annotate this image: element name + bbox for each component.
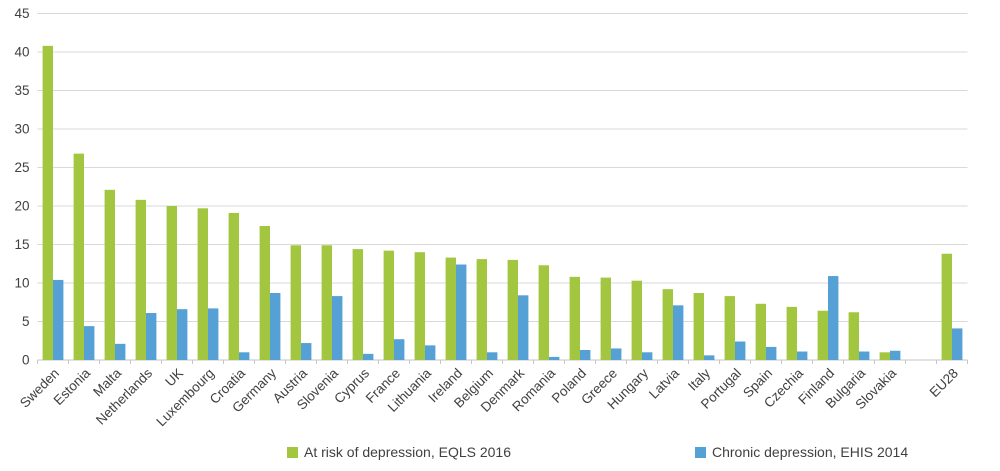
y-axis-tick-label: 10 [14, 276, 29, 291]
chronic-depression-bar [890, 350, 901, 360]
chronic-depression-bar [797, 351, 808, 360]
at-risk-bar [104, 189, 115, 360]
chronic-depression-bar [549, 356, 560, 360]
chronic-depression-bar [952, 328, 963, 360]
at-risk-bar [662, 289, 673, 360]
chronic-depression-bar [208, 308, 219, 360]
x-axis-category-label: EU28 [927, 366, 961, 400]
at-risk-bar [631, 280, 642, 360]
chronic-depression-bar [766, 346, 777, 360]
chronic-depression-bar [394, 339, 405, 360]
chronic-depression-bar [332, 296, 343, 360]
at-risk-bar [507, 259, 518, 360]
chronic-depression-bar [146, 313, 157, 360]
chronic-depression-bar [115, 343, 126, 360]
at-risk-bar [879, 352, 890, 360]
at-risk-bar [290, 245, 301, 360]
at-risk-bar [724, 296, 735, 360]
depression-chart-plot: 051015202530354045SwedenEstoniaMaltaNeth… [14, 6, 968, 429]
at-risk-bar [848, 312, 859, 360]
y-axis-tick-label: 30 [14, 122, 29, 137]
chronic-depression-bar [642, 352, 653, 360]
at-risk-bar [352, 249, 363, 360]
at-risk-bar [259, 226, 270, 360]
at-risk-bar [135, 199, 146, 360]
at-risk-bar [197, 208, 208, 360]
chronic-depression-bar [828, 276, 839, 360]
x-axis-category-label: UK [162, 366, 186, 390]
chronic-depression-bar [735, 341, 746, 360]
legend-item-at-risk: At risk of depression, EQLS 2016 [287, 444, 511, 460]
at-risk-bar [755, 303, 766, 360]
at-risk-bar [73, 153, 84, 360]
at-risk-bar [693, 293, 704, 360]
chronic-depression-bar [487, 352, 498, 360]
legend-item-chronic: Chronic depression, EHIS 2014 [695, 444, 908, 460]
at-risk-legend-swatch-icon [287, 446, 298, 458]
at-risk-bar [476, 259, 487, 360]
chronic-depression-bar [611, 348, 622, 360]
chronic-depression-bar [53, 279, 64, 360]
chronic-legend-label: Chronic depression, EHIS 2014 [712, 444, 909, 460]
at-risk-bar [538, 265, 549, 360]
chronic-depression-bar [580, 349, 591, 360]
at-risk-bar [817, 310, 828, 360]
chronic-legend-swatch-icon [695, 446, 706, 458]
chronic-depression-bar [673, 305, 684, 360]
at-risk-bar [383, 250, 394, 360]
at-risk-bar [445, 257, 456, 360]
chronic-depression-bar [425, 345, 436, 360]
chronic-depression-bar [270, 293, 281, 360]
at-risk-bar [321, 245, 332, 360]
y-axis-tick-label: 15 [14, 237, 29, 252]
at-risk-legend-label: At risk of depression, EQLS 2016 [304, 444, 511, 460]
at-risk-bar [42, 45, 53, 361]
chronic-depression-bar [859, 351, 870, 360]
at-risk-bar [414, 252, 425, 360]
chronic-depression-bar [177, 309, 188, 360]
chronic-depression-bar [363, 353, 374, 360]
y-axis-tick-label: 35 [14, 83, 29, 98]
y-axis-tick-label: 20 [14, 199, 29, 214]
y-axis-tick-label: 45 [14, 6, 29, 21]
chronic-depression-bar [704, 355, 715, 360]
at-risk-bar [600, 277, 611, 360]
at-risk-bar [166, 206, 177, 360]
y-axis-tick-label: 25 [14, 160, 29, 175]
chronic-depression-bar [239, 352, 250, 360]
chronic-depression-bar [518, 295, 529, 360]
x-axis-category-label: Latvia [646, 365, 682, 401]
at-risk-bar [569, 276, 580, 360]
chronic-depression-bar [84, 326, 95, 360]
x-axis-category-label: Sweden [17, 366, 62, 411]
y-axis-tick-label: 0 [22, 353, 30, 368]
chronic-depression-bar [456, 264, 467, 360]
at-risk-bar [228, 212, 239, 360]
y-axis-tick-label: 5 [22, 314, 30, 329]
at-risk-bar [786, 306, 797, 360]
x-axis-category-label: Cyprus [331, 365, 372, 406]
at-risk-bar [941, 253, 952, 360]
chronic-depression-bar [301, 343, 312, 360]
y-axis-tick-label: 40 [14, 45, 29, 60]
